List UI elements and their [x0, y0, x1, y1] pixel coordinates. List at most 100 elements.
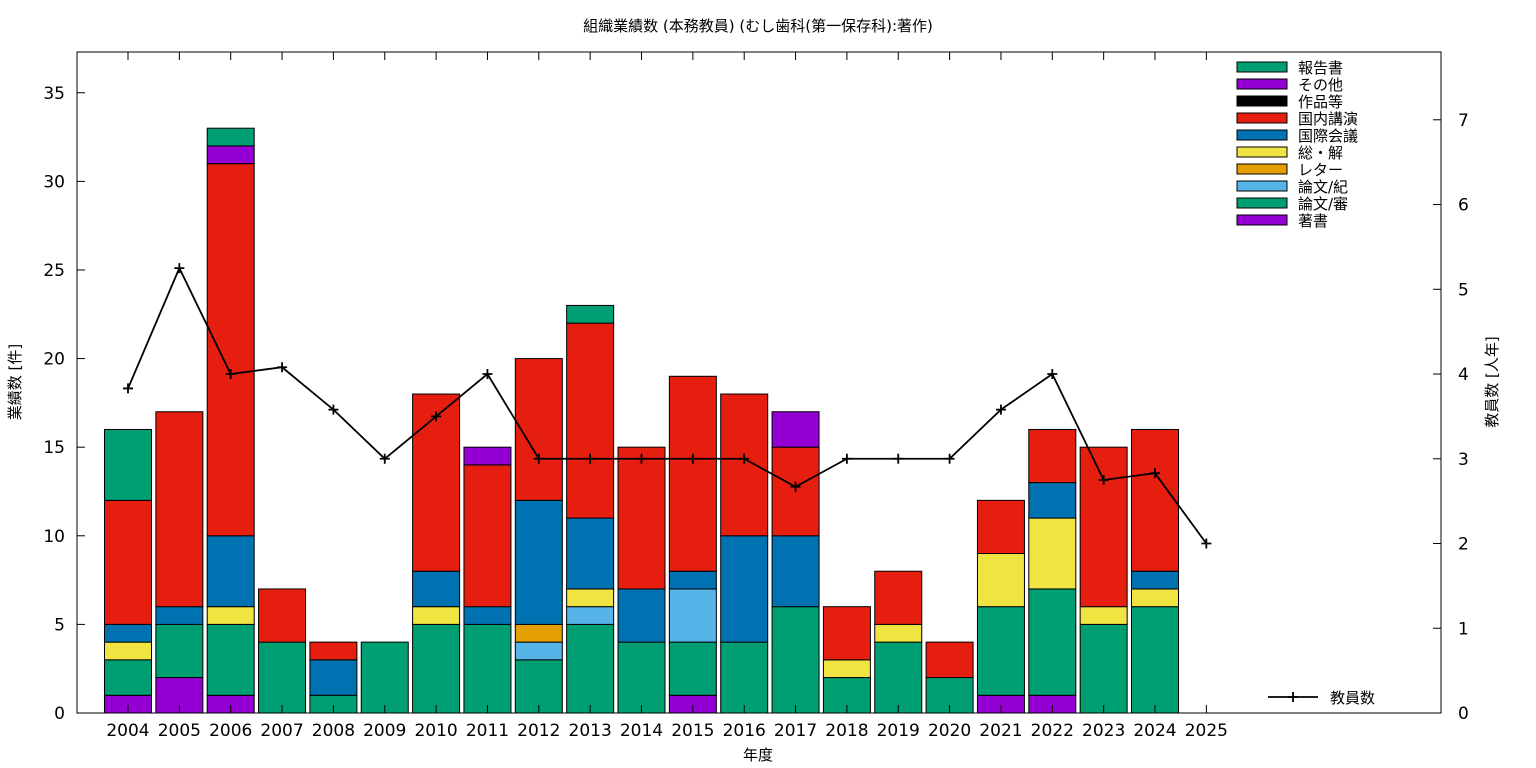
chart-title: 組織業績数 (本務教員) (むし歯科(第一保存科):著作) — [583, 17, 933, 35]
line-point — [1150, 468, 1160, 479]
line-point — [841, 453, 852, 464]
bar-segment — [309, 659, 358, 696]
bar-segment — [720, 535, 769, 643]
line-point — [1047, 369, 1058, 380]
bar-segment — [206, 535, 255, 608]
legend-label: 国内講演 — [1298, 110, 1358, 128]
legend-label: 国際会議 — [1298, 127, 1358, 145]
x-tick-label: 2007 — [260, 721, 303, 741]
y2-tick-label: 7 — [1458, 111, 1469, 131]
legend-label-line: 教員数 — [1330, 689, 1375, 707]
bar-segment — [566, 322, 615, 519]
bar-segment — [514, 499, 563, 625]
bar-segment — [155, 623, 204, 679]
x-tick-label: 2017 — [774, 721, 817, 741]
x-tick-label: 2005 — [158, 721, 201, 741]
x-tick-label: 2014 — [620, 721, 663, 741]
bar-segment — [309, 641, 358, 661]
line-series-group — [123, 263, 1212, 549]
y-tick-label: 15 — [43, 438, 65, 458]
bar-segment — [155, 606, 204, 625]
line-point — [277, 362, 288, 373]
x-axis-label: 年度 — [743, 746, 773, 764]
bar-segment — [976, 499, 1025, 555]
bar-segment — [566, 588, 615, 608]
line-point — [431, 411, 442, 422]
legend-swatch — [1236, 146, 1288, 158]
bar-segment — [514, 623, 563, 643]
line-point — [944, 453, 955, 464]
y2-tick-label: 0 — [1458, 704, 1469, 724]
bar-segment — [771, 606, 820, 714]
y-tick-label: 25 — [43, 261, 65, 281]
bar-segment — [412, 606, 461, 625]
y-tick-label: 10 — [43, 527, 65, 547]
x-tick-label: 2015 — [671, 721, 714, 741]
bar-segment — [360, 641, 409, 714]
line-point — [174, 263, 185, 274]
y2-axis-label: 教員数 [人年] — [1483, 336, 1501, 427]
x-tick-label: 2019 — [877, 721, 920, 741]
y2-tick-label: 2 — [1458, 535, 1469, 555]
bar-segment — [720, 641, 769, 714]
bar-segment — [668, 375, 717, 572]
bar-segment — [720, 393, 769, 537]
line-point — [790, 481, 801, 492]
legend-label: 報告書 — [1298, 59, 1343, 77]
legend-swatch — [1236, 61, 1288, 73]
legend-swatch — [1236, 95, 1288, 107]
legend-swatch — [1236, 214, 1288, 226]
bar-segment — [1131, 570, 1179, 590]
y2-tick-label: 4 — [1458, 365, 1469, 385]
bar-segment — [617, 588, 666, 643]
x-tick-label: 2012 — [517, 721, 560, 741]
legend-label: 総・解 — [1298, 144, 1343, 162]
y2-tick-label: 5 — [1458, 280, 1469, 300]
bar-segment — [771, 411, 820, 448]
line-point — [379, 453, 390, 464]
x-tick-label: 2021 — [979, 721, 1022, 741]
bar-segment — [206, 606, 255, 625]
bar-segment — [617, 446, 666, 590]
bar-segment — [206, 623, 255, 696]
line-point — [636, 453, 647, 464]
legend-label: 作品等 — [1298, 93, 1343, 111]
legend-swatch — [1236, 197, 1288, 209]
bar-segment — [1079, 623, 1128, 714]
bar-segment — [925, 641, 974, 679]
x-tick-label: 2006 — [209, 721, 252, 741]
bar-segment — [1028, 482, 1077, 519]
bar-segment — [412, 623, 461, 714]
bar-segment — [668, 570, 717, 590]
y-tick-label: 5 — [54, 615, 65, 635]
line-point — [995, 404, 1006, 415]
bar-segment — [1079, 606, 1128, 625]
y-tick-label: 0 — [54, 704, 65, 724]
bar-segment — [1131, 606, 1179, 714]
x-tick-label: 2023 — [1082, 721, 1125, 741]
line-point — [893, 453, 904, 464]
bar-segment — [771, 535, 820, 608]
bar-segment — [976, 606, 1025, 696]
y-axis-label: 業績数 [件] — [6, 344, 24, 420]
bar-segment — [1028, 428, 1077, 484]
bar-segment — [104, 428, 152, 501]
x-tick-label: 2016 — [723, 721, 766, 741]
legend-swatch — [1236, 163, 1288, 175]
line-point — [585, 453, 596, 464]
legend-line-marker — [1288, 692, 1298, 702]
legend-label: 論文/審 — [1298, 195, 1348, 213]
x-tick-label: 2004 — [106, 721, 149, 741]
line-point — [1098, 474, 1109, 485]
bar-segment — [566, 623, 615, 714]
bar-segment — [463, 446, 512, 466]
x-tick-label: 2013 — [569, 721, 612, 741]
bar-segment — [566, 304, 615, 324]
bar-segment — [1028, 517, 1077, 590]
y-tick-label: 20 — [43, 350, 65, 370]
bar-segment — [617, 641, 666, 714]
line-series-path — [127, 265, 1208, 545]
line-point — [533, 453, 544, 464]
